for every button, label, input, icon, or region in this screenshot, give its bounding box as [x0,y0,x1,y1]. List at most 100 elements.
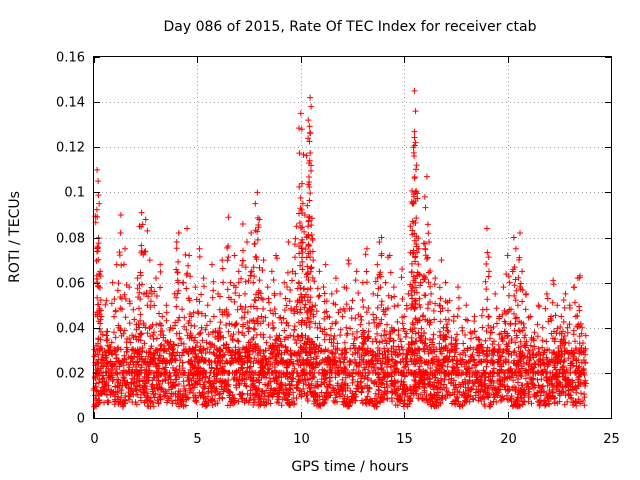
data-point [306,123,313,130]
data-point [292,235,299,242]
data-point [265,295,272,302]
data-point [382,337,389,344]
data-point [192,350,199,357]
data-point [409,319,416,326]
data-point [314,397,321,404]
data-point [389,398,396,405]
data-point [577,381,584,388]
data-point [138,362,145,369]
data-point [523,290,530,297]
data-point [223,321,230,328]
data-point [512,245,519,252]
data-point [248,229,255,236]
data-point [528,400,535,407]
data-point [391,293,398,300]
data-point [136,305,143,312]
data-point [95,283,102,290]
data-point [498,353,505,360]
data-point [487,377,494,384]
data-point [103,337,110,344]
data-point [173,239,180,246]
data-point [284,269,291,276]
data-point [428,290,435,297]
data-point [293,395,300,402]
data-point [436,340,443,347]
data-point [496,352,503,359]
data-point [511,282,518,289]
data-point [324,385,331,392]
data-point [234,376,241,383]
data-point [441,334,448,341]
data-point [309,235,316,242]
data-point [551,395,558,402]
data-point [548,376,555,383]
data-point [172,390,179,397]
data-point [334,398,341,405]
data-point [493,305,500,312]
data-point [95,240,102,247]
data-point [219,257,226,264]
data-point [208,397,215,404]
data-point [267,334,274,341]
data-point [426,376,433,383]
data-point [241,399,248,406]
data-point [510,234,517,241]
data-point [254,236,261,243]
data-point [504,388,511,395]
data-point [270,324,277,331]
data-point [122,397,129,404]
data-point [449,364,456,371]
data-point [485,373,492,380]
data-point [444,327,451,334]
data-point [358,378,365,385]
data-point [527,342,534,349]
data-point [286,391,293,398]
data-point [564,398,571,405]
data-point [560,297,567,304]
data-point [304,395,311,402]
data-point [105,399,112,406]
data-point [492,290,499,297]
data-point [115,280,122,287]
data-point [582,332,589,339]
data-point [550,281,557,288]
data-point [405,290,412,297]
data-point [512,297,519,304]
data-point [298,126,305,133]
data-point [560,389,567,396]
data-point [401,391,408,398]
data-point [241,290,248,297]
data-point [411,383,418,390]
data-point [481,377,488,384]
data-point [310,257,317,264]
data-point [109,279,116,286]
data-point [249,381,256,388]
data-point [130,306,137,313]
data-point [252,227,259,234]
data-point [173,303,180,310]
data-point [120,261,127,268]
data-point [448,334,455,341]
data-point [216,395,223,402]
data-point [444,307,451,314]
data-point [179,365,186,372]
data-point [365,305,372,312]
data-point [253,377,260,384]
data-point [203,322,210,329]
data-point [94,166,101,173]
data-point [561,304,568,311]
data-point [421,193,428,200]
data-point [486,403,493,410]
data-point [133,401,140,408]
data-point [327,325,334,332]
data-point [399,266,406,273]
data-point [160,334,167,341]
data-point [144,227,151,234]
data-point [566,302,573,309]
data-point [534,376,541,383]
data-point [483,306,490,313]
data-point [206,348,213,355]
data-point [548,381,555,388]
data-point [258,399,265,406]
x-axis-label: GPS time / hours [291,459,408,475]
